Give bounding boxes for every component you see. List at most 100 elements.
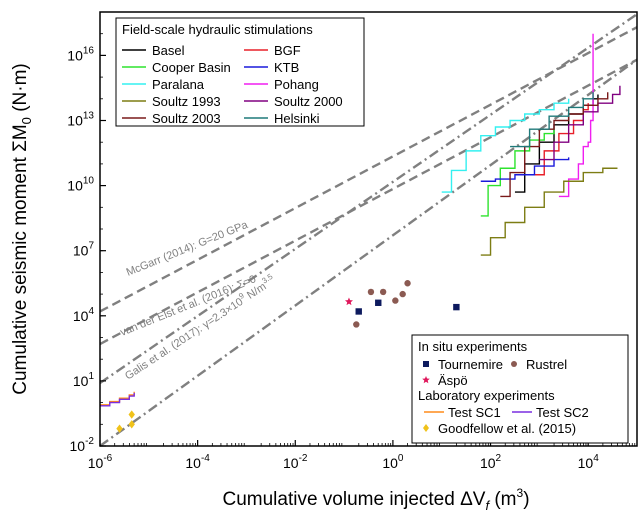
y-tick-label: 1013	[67, 111, 94, 129]
legend-label-helsinki: Helsinki	[274, 111, 320, 126]
y-tick-exp: 16	[83, 45, 95, 56]
series-layer	[100, 33, 621, 407]
scatter-layer	[116, 280, 460, 433]
legend-label-ktb: KTB	[274, 60, 299, 75]
legend-lab-title: Laboratory experiments	[418, 388, 555, 403]
x-tick-base: 10	[480, 455, 496, 471]
x-axis-label-sub: f	[485, 498, 490, 513]
legend-label-paralana: Paralana	[152, 77, 205, 92]
x-tick-base: 10	[382, 455, 398, 471]
reference-line-1	[99, 58, 638, 346]
x-axis-label-unit-sup: 3	[517, 486, 524, 500]
y-tick-base: 10	[67, 113, 83, 129]
y-tick-exp: -2	[85, 436, 94, 447]
legend-label-test-sc1: Test SC1	[448, 405, 501, 420]
legend-label-soultz-1993: Soultz 1993	[152, 94, 221, 109]
y-tick-label: 1010	[67, 176, 94, 194]
legend-label-test-sc2: Test SC2	[536, 405, 589, 420]
y-tick-base: 10	[73, 243, 89, 259]
y-tick-label: 10-2	[70, 436, 95, 454]
series-bgf	[534, 103, 589, 176]
legend-insitu-title: In situ experiments	[418, 339, 528, 354]
series-ktb	[480, 157, 570, 182]
point-rustrel-5	[404, 280, 411, 287]
y-axis-label: Cumulative seismic moment ΣM0 (N·m)	[10, 63, 34, 394]
legend-marker-tournemire	[423, 361, 429, 367]
x-tick-exp: 2	[496, 453, 502, 464]
legend-label-bgf: BGF	[274, 43, 301, 58]
y-tick-label: 101	[73, 371, 95, 389]
legend-field-title: Field-scale hydraulic stimulations	[122, 22, 313, 37]
x-axis-label-unit-close: )	[523, 489, 529, 510]
legend-label--sp-: Äspö	[438, 373, 468, 388]
x-axis-label-unit: (m	[494, 489, 516, 510]
y-tick-exp: 4	[88, 306, 94, 317]
legend-marker--sp-	[422, 376, 430, 384]
point-tournemire-1	[375, 299, 382, 306]
legend-label-tournemire: Tournemire	[438, 357, 503, 372]
point-goodfellow-et-al-2015--0	[116, 424, 123, 433]
series-cooper-basin	[480, 129, 555, 217]
x-tick-exp: -4	[201, 453, 210, 464]
legend-label-pohang: Pohang	[274, 77, 319, 92]
legend-label-basel: Basel	[152, 43, 185, 58]
legend-lab: In situ experiments Laboratory experimen…	[411, 334, 629, 444]
point-goodfellow-et-al-2015--1	[128, 420, 135, 429]
point-rustrel-3	[392, 297, 399, 304]
x-tick-label: 100	[382, 453, 404, 471]
legend-lab-box	[411, 334, 629, 444]
reference-line-2	[99, 13, 638, 385]
point-rustrel-2	[379, 288, 387, 296]
y-tick-label: 107	[73, 241, 95, 259]
x-tick-label: 104	[578, 453, 600, 471]
x-tick-base: 10	[185, 455, 201, 471]
y-tick-base: 10	[70, 438, 86, 454]
series-pohang	[558, 33, 594, 198]
y-axis-label-sub: 0	[19, 117, 34, 124]
x-axis-label: Cumulative volume injected ΔVf (m3)	[222, 486, 529, 513]
legend-field-box	[115, 17, 365, 127]
y-axis-label-unit: (N·m)	[10, 63, 31, 112]
x-tick-base: 10	[578, 455, 594, 471]
point-rustrel-1	[367, 288, 375, 296]
point-tournemire-0	[355, 308, 362, 315]
legend-lab-entries: Tournemire Rustrel Äspö Test SC1 Test SC2Goo…	[422, 357, 589, 436]
legend-marker-goodfellow-et-al-2015-	[423, 424, 429, 432]
legend-label-soultz-2003: Soultz 2003	[152, 111, 221, 126]
point-goodfellow-et-al-2015--2	[128, 410, 135, 419]
x-tick-base: 10	[283, 455, 299, 471]
x-tick-base: 10	[88, 455, 104, 471]
x-tick-exp: -2	[299, 453, 308, 464]
series-helsinki	[510, 92, 594, 148]
x-tick-label: 102	[480, 453, 502, 471]
axis-ticks: 10-6 10-4 10-2 100 102 10410-2101104107101010…	[67, 33, 636, 471]
y-tick-exp: 13	[83, 111, 95, 122]
y-tick-base: 10	[73, 373, 89, 389]
legend-field-entries: Basel BGF Cooper Basin KTB Paralana Pohang Sou…	[122, 43, 343, 126]
series-test-sc2	[100, 392, 135, 407]
y-tick-base: 10	[67, 47, 83, 63]
series-soultz-1993	[480, 167, 618, 256]
reference-lines	[99, 13, 638, 447]
legend-label-rustrel: Rustrel	[526, 357, 567, 372]
x-tick-label: 10-6	[88, 453, 113, 471]
x-tick-exp: -6	[103, 453, 112, 464]
legend-marker-rustrel	[511, 361, 517, 367]
point-rustrel-0	[353, 321, 360, 328]
y-tick-label: 104	[73, 306, 95, 324]
galis-label-sup: 9	[237, 291, 246, 301]
legend-field: Field-scale hydraulic stimulations Basel…	[115, 17, 365, 127]
x-tick-label: 10-2	[283, 453, 308, 471]
series-soultz-2003	[500, 92, 609, 198]
point-rustrel-4	[399, 290, 406, 298]
y-tick-base: 10	[73, 308, 89, 324]
y-tick-exp: 7	[88, 241, 94, 252]
point-tournemire-2	[453, 303, 460, 311]
x-tick-exp: 4	[593, 453, 599, 464]
y-tick-base: 10	[67, 178, 83, 194]
y-axis-label-main: Cumulative seismic moment ΣM	[10, 124, 31, 394]
series-paralana	[441, 98, 570, 193]
x-tick-label: 10-4	[185, 453, 210, 471]
